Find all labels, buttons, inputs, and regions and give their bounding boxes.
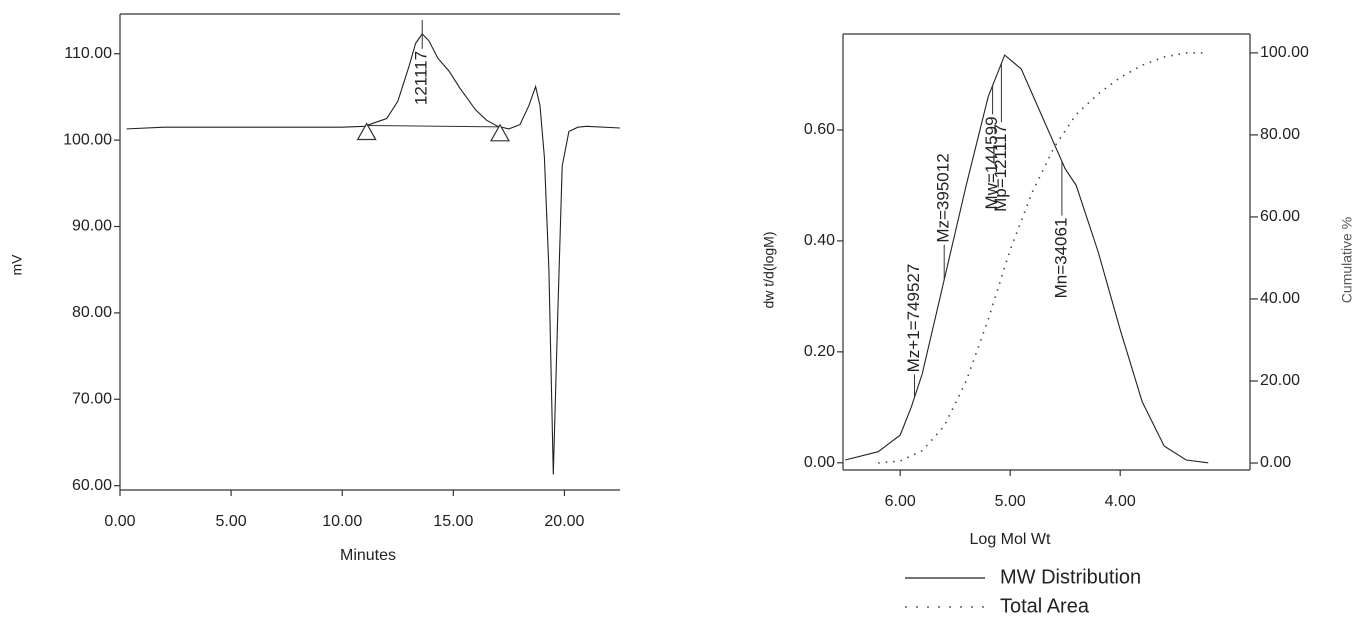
annotation: Mn=34061 — [1051, 218, 1070, 299]
x-tick-label: 6.00 — [885, 493, 916, 510]
y-tick-label: 90.00 — [72, 218, 112, 235]
legend-label: MW Distribution — [1000, 566, 1141, 588]
annotation: Mz+1=749527 — [904, 264, 923, 373]
y-tick-label: 110.00 — [64, 45, 112, 62]
x-tick-label: 5.00 — [995, 493, 1026, 510]
annotation: Mz=395012 — [934, 153, 953, 242]
annotation: 121117 — [412, 51, 431, 105]
trace-line — [127, 34, 620, 475]
x-axis-label: Minutes — [340, 547, 396, 564]
x-axis-label: Log Mol Wt — [970, 531, 1051, 548]
y2-axis-label: Cumulative % — [1339, 217, 1355, 303]
peak-baseline — [367, 126, 500, 127]
y-tick-label: 100.00 — [63, 131, 112, 148]
page: 0.00 5.00 10.00 15.00 20.00 60.00 70.00 80.00 90… — [0, 0, 1359, 622]
x-tick-label: 5.00 — [216, 513, 247, 530]
chart-sheet: 0.00 5.00 10.00 15.00 20.00 60.00 70.00 80.00 90… — [0, 0, 1359, 622]
y-tick-label: 80.00 — [72, 304, 112, 321]
y-tick-label: 70.00 — [72, 391, 112, 408]
y-tick-label: 60.00 — [72, 477, 112, 494]
y2-tick-label: 0.00 — [1260, 454, 1291, 471]
x-tick-label: 0.00 — [104, 513, 135, 530]
y-tick-label: 0.60 — [804, 121, 835, 138]
x-tick-label: 10.00 — [322, 513, 362, 530]
annotation: Mp=121117 — [991, 124, 1010, 212]
y2-tick-label: 60.00 — [1260, 208, 1300, 225]
y2-tick-label: 100.00 — [1260, 44, 1309, 61]
y2-tick-label: 80.00 — [1260, 126, 1300, 143]
series-line — [845, 55, 1208, 463]
x-tick-label: 15.00 — [433, 513, 473, 530]
y2-tick-label: 40.00 — [1260, 290, 1300, 307]
x-tick-label: 4.00 — [1105, 493, 1136, 510]
y-tick-label: 0.40 — [804, 232, 835, 249]
series-line — [878, 53, 1208, 463]
x-tick-label: 20.00 — [544, 513, 584, 530]
y-tick-label: 0.00 — [804, 454, 835, 471]
y-tick-label: 0.20 — [804, 343, 835, 360]
y-axis-label: dw t/d(logM) — [761, 231, 777, 308]
y-axis-label: mV — [9, 254, 25, 276]
legend-label: Total Area — [1000, 595, 1090, 617]
y2-tick-label: 20.00 — [1260, 372, 1300, 389]
